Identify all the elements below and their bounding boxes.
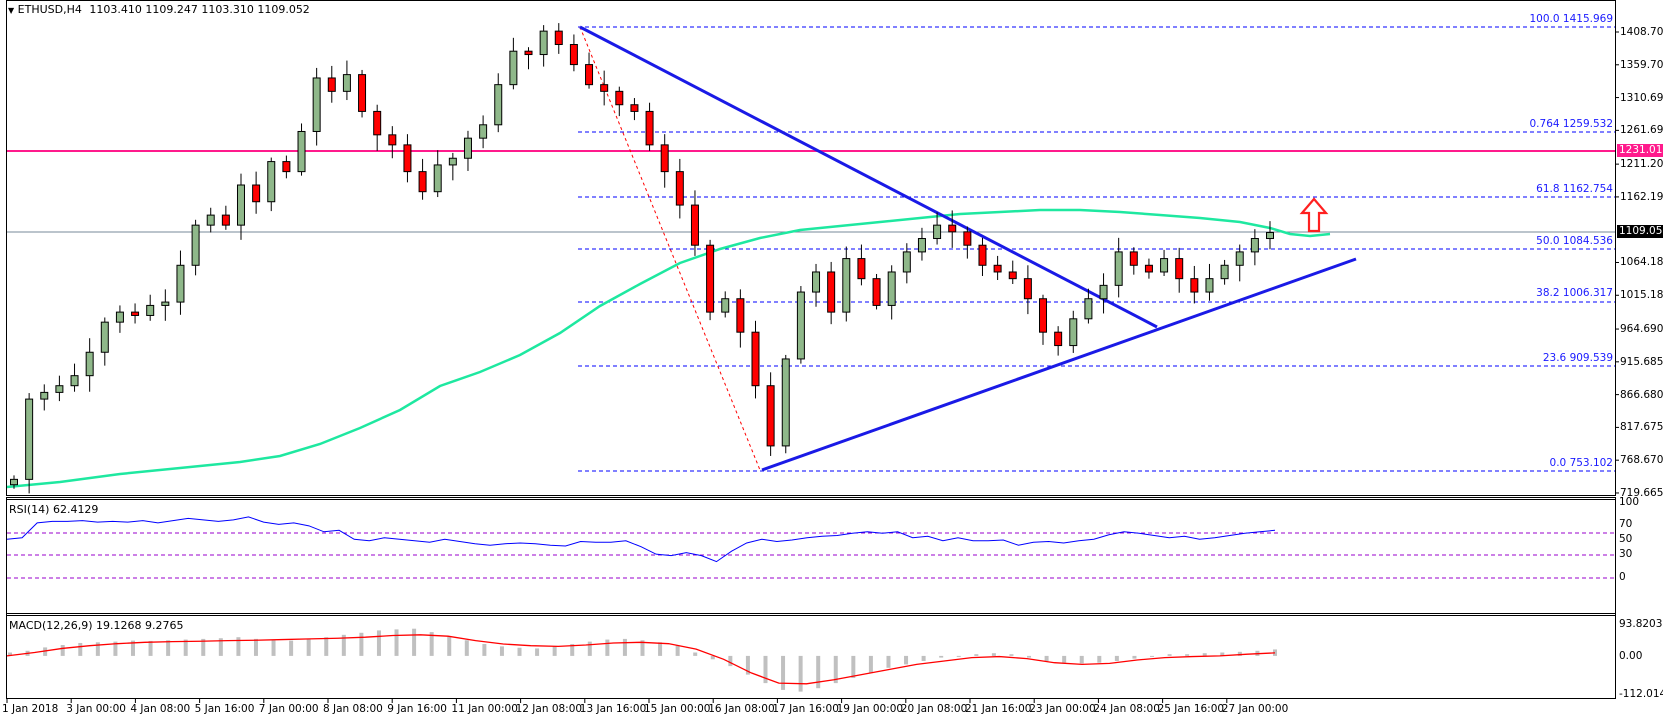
up-arrow-annotation[interactable]	[1299, 197, 1329, 233]
fib-level-label: 61.8 1162.754	[1536, 182, 1613, 195]
time-tick: 1 Jan 2018	[2, 703, 59, 715]
price-tick: 1211.200	[1620, 158, 1663, 171]
price-tick: 964.690	[1620, 323, 1663, 336]
fib-anchor-line[interactable]	[579, 26, 761, 471]
rsi-header: RSI(14) 62.4129	[9, 503, 99, 516]
resistance-price-label: 1231.017	[1617, 144, 1663, 157]
candlestick-series	[10, 23, 1274, 494]
time-tick: 15 Jan 00:00	[644, 703, 711, 715]
axis-tick-marks	[6, 31, 1619, 703]
time-tick: 25 Jan 16:00	[1157, 703, 1225, 715]
price-tick: 1015.180	[1620, 289, 1663, 302]
macd-signal-line	[6, 634, 1276, 685]
price-tick: 866.680	[1620, 388, 1663, 401]
price-tick: 817.675	[1620, 421, 1663, 434]
rsi-tick: 0	[1619, 570, 1626, 583]
time-tick: 3 Jan 00:00	[66, 703, 126, 715]
time-tick: 21 Jan 16:00	[965, 703, 1032, 715]
price-tick: 768.670	[1620, 454, 1663, 467]
price-tick: 719.665	[1620, 486, 1663, 499]
time-tick: 11 Jan 00:00	[451, 703, 518, 715]
fib-level-label: 0.764 1259.532	[1529, 117, 1614, 130]
time-tick: 9 Jan 16:00	[387, 703, 447, 715]
fib-level-label: 100.0 1415.969	[1529, 13, 1614, 26]
price-tick: 915.685	[1620, 355, 1663, 368]
fibonacci-levels[interactable]	[578, 26, 1615, 472]
price-tick: 1162.195	[1620, 190, 1663, 203]
time-tick: 5 Jan 16:00	[194, 703, 255, 715]
macd-histogram	[8, 628, 1277, 692]
rsi-tick: 100	[1619, 496, 1640, 508]
time-tick: 8 Jan 08:00	[323, 703, 383, 715]
price-tick: 1261.690	[1620, 124, 1663, 137]
rsi-levels	[7, 532, 1615, 579]
macd-tick: 93.8203	[1619, 618, 1663, 630]
dropdown-triangle-icon[interactable]: ▼	[8, 6, 15, 15]
rsi-tick: 30	[1619, 548, 1633, 561]
time-tick: 12 Jan 08:00	[515, 703, 583, 715]
main-panel-frame	[6, 0, 1616, 496]
time-tick: 17 Jan 16:00	[772, 703, 839, 715]
price-tick: 1064.185	[1620, 256, 1663, 269]
price-tick: 1359.700	[1620, 58, 1663, 71]
descending-trendline[interactable]	[579, 25, 1158, 329]
rsi-line	[6, 516, 1276, 563]
price-tick: 1310.695	[1620, 91, 1663, 104]
time-tick: 16 Jan 08:00	[708, 703, 775, 715]
macd-tick: 0.00	[1619, 649, 1643, 662]
time-tick: 20 Jan 08:00	[900, 703, 968, 715]
price-tick: 1408.705	[1620, 26, 1663, 38]
fib-level-label: 50.0 1084.536	[1536, 234, 1613, 247]
fib-level-label: 23.6 909.539	[1542, 351, 1613, 364]
time-tick: 24 Jan 08:00	[1093, 703, 1160, 715]
time-tick: 4 Jan 08:00	[130, 703, 191, 715]
time-tick: 23 Jan 00:00	[1029, 703, 1096, 715]
time-tick: 13 Jan 16:00	[579, 703, 647, 715]
symbol-header: ▼ ETHUSD,H4 1103.410 1109.247 1103.310 1…	[8, 3, 310, 16]
moving-average-line	[6, 208, 1331, 489]
rsi-tick: 70	[1619, 518, 1633, 531]
rsi-tick: 50	[1619, 533, 1633, 546]
symbol-label: ETHUSD,H4	[17, 3, 82, 16]
current-price-label: 1109.052	[1617, 225, 1663, 238]
time-tick: 19 Jan 00:00	[836, 703, 904, 715]
macd-tick: -112.0148	[1619, 688, 1663, 700]
ascending-trendline[interactable]	[761, 257, 1357, 472]
macd-header: MACD(12,26,9) 19.1268 9.2765	[9, 619, 184, 632]
fib-level-label: 38.2 1006.317	[1536, 287, 1613, 300]
ohlc-values: 1103.410 1109.247 1103.310 1109.052	[89, 3, 310, 16]
time-tick: 27 Jan 00:00	[1221, 703, 1289, 715]
time-tick: 7 Jan 00:00	[258, 703, 319, 715]
fib-level-label: 0.0 753.102	[1549, 456, 1613, 469]
